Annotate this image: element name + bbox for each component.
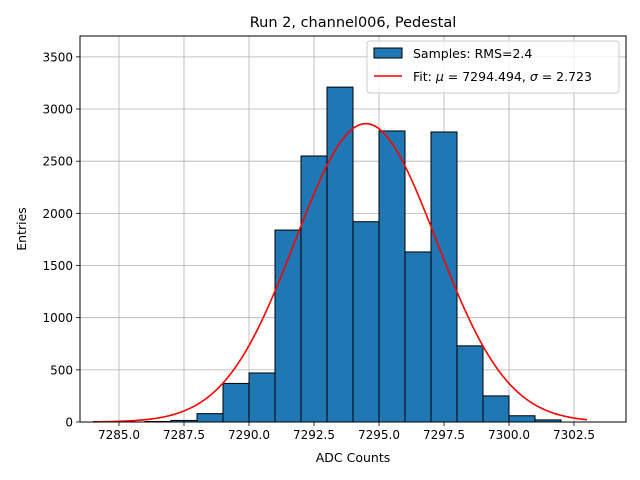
histogram-bar bbox=[430, 131, 458, 423]
legend-sigma-symbol: σ bbox=[530, 69, 539, 84]
histogram-bars bbox=[144, 86, 562, 423]
histogram-bar bbox=[326, 86, 354, 423]
y-tick-label: 2500 bbox=[42, 155, 73, 169]
x-tick-label: 7290.0 bbox=[228, 428, 270, 442]
x-tick-label: 7287.5 bbox=[163, 428, 205, 442]
legend-fit-prefix: Fit: bbox=[413, 69, 436, 84]
histogram-bar bbox=[196, 413, 224, 423]
x-axis: 7285.0 7287.5 7290.0 7292.5 7295.0 7297.5 7300… bbox=[98, 422, 595, 442]
histogram-bar bbox=[352, 221, 380, 423]
legend-samples-swatch bbox=[373, 47, 403, 59]
histogram-bar bbox=[508, 415, 536, 423]
histogram-bar bbox=[378, 130, 406, 423]
histogram-bar bbox=[248, 372, 276, 423]
y-tick-label: 0 bbox=[65, 416, 73, 430]
histogram-bar bbox=[404, 251, 432, 423]
y-axis-label: Entries bbox=[14, 207, 29, 251]
y-axis: 0 500 1000 1500 2000 2500 3000 3500 bbox=[42, 50, 80, 430]
y-tick-label: 1000 bbox=[42, 311, 73, 325]
plot-frame bbox=[79, 35, 627, 423]
histogram-bar bbox=[482, 395, 510, 423]
legend-sigma-value: = 2.723 bbox=[538, 69, 592, 84]
legend-mu-value: = 7294.494, bbox=[444, 69, 530, 84]
x-tick-label: 7295.0 bbox=[358, 428, 400, 442]
legend-samples-label: Samples: RMS=2.4 bbox=[413, 46, 532, 61]
histogram-bar bbox=[456, 345, 484, 423]
y-tick-label: 3000 bbox=[42, 103, 73, 117]
x-tick-label: 7300.0 bbox=[488, 428, 530, 442]
chart-title: Run 2, channel006, Pedestal bbox=[250, 15, 457, 31]
gaussian-fit-curve bbox=[92, 122, 588, 423]
legend-fit-label: Fit: μ = 7294.494, σ = 2.723 bbox=[413, 69, 592, 84]
x-tick-label: 7285.0 bbox=[98, 428, 140, 442]
legend: Samples: RMS=2.4 Fit: μ = 7294.494, σ = … bbox=[366, 40, 620, 94]
histogram-bar bbox=[274, 229, 302, 423]
y-tick-label: 3500 bbox=[42, 50, 73, 64]
x-tick-label: 7302.5 bbox=[553, 428, 595, 442]
y-tick-label: 1500 bbox=[42, 259, 73, 273]
histogram-bar bbox=[222, 382, 250, 423]
legend-mu-symbol: μ bbox=[435, 69, 444, 84]
histogram-bar bbox=[300, 155, 328, 423]
y-tick-label: 500 bbox=[50, 363, 73, 377]
legend-box bbox=[366, 40, 620, 94]
x-tick-label: 7292.5 bbox=[293, 428, 335, 442]
x-tick-label: 7297.5 bbox=[423, 428, 465, 442]
x-axis-label: ADC Counts bbox=[316, 450, 391, 465]
y-tick-label: 2000 bbox=[42, 207, 73, 221]
